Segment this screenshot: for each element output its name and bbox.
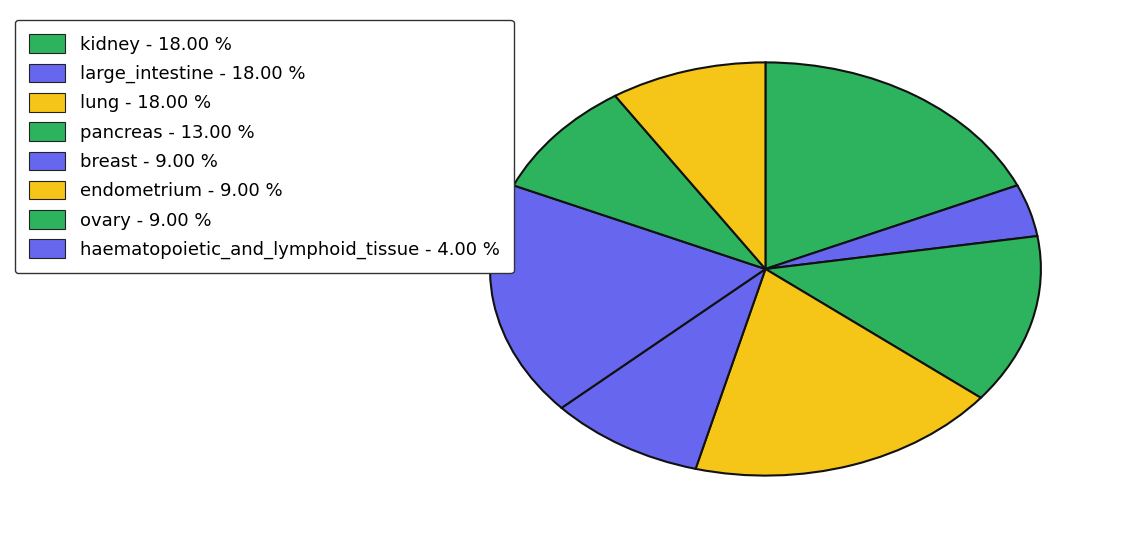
Legend: kidney - 18.00 %, large_intestine - 18.00 %, lung - 18.00 %, pancreas - 13.00 %,: kidney - 18.00 %, large_intestine - 18.0… [15,20,514,273]
Wedge shape [695,269,981,476]
Wedge shape [561,269,765,469]
Wedge shape [765,62,1017,269]
Wedge shape [490,186,765,408]
Wedge shape [765,186,1038,269]
Wedge shape [765,236,1041,398]
Wedge shape [615,62,765,269]
Wedge shape [514,96,765,269]
